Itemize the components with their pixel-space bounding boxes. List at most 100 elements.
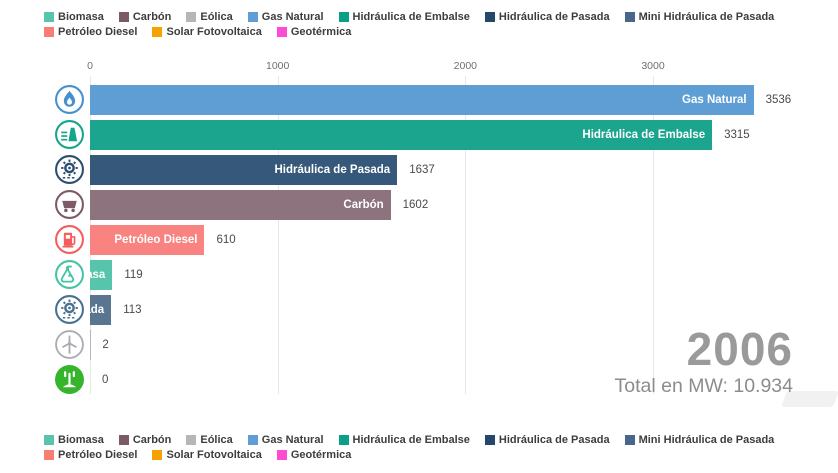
x-axis-tick: 2000 bbox=[453, 60, 478, 72]
legend-item-geot-rmica[interactable]: Geotérmica bbox=[276, 26, 352, 38]
legend-swatch-icon bbox=[152, 450, 163, 460]
legend-item-carb-n[interactable]: Carbón bbox=[118, 11, 172, 23]
legend-swatch-icon bbox=[247, 435, 258, 445]
legend-label: Gas Natural bbox=[261, 11, 324, 23]
bar-row-biomasa: Biomasa 119 bbox=[54, 259, 838, 290]
bar-value: 610 bbox=[216, 233, 236, 246]
year-label: 2006 bbox=[686, 323, 793, 376]
legend-item-petr-leo-diesel[interactable]: Petróleo Diesel bbox=[44, 449, 137, 461]
legend-swatch-icon bbox=[118, 435, 129, 445]
mini-turbine-icon bbox=[54, 294, 85, 325]
gridline bbox=[653, 76, 654, 394]
legend-swatch-icon bbox=[44, 27, 54, 37]
x-axis-tick: 3000 bbox=[641, 60, 665, 72]
legend-swatch-icon bbox=[276, 450, 287, 460]
legend-swatch-icon bbox=[484, 12, 495, 22]
legend-item-petr-leo-diesel[interactable]: Petróleo Diesel bbox=[44, 26, 137, 38]
legend-item-e-lica[interactable]: Eólica bbox=[186, 11, 233, 23]
legend-label: Biomasa bbox=[58, 11, 104, 23]
bar-label: Mini Hidráulica de Pasada bbox=[90, 303, 105, 316]
legend-swatch-icon bbox=[152, 27, 163, 37]
legend-label: Hidráulica de Embalse bbox=[352, 11, 470, 23]
bar-value: 3315 bbox=[724, 128, 750, 141]
year-overlay: 2006 Total en MW: 10.934 bbox=[614, 323, 794, 398]
biomass-flask-icon bbox=[54, 259, 85, 290]
bar-label: Carbón bbox=[343, 198, 384, 211]
legend-label: Geotérmica bbox=[290, 26, 352, 38]
legend-label: Solar Fotovoltaica bbox=[166, 26, 262, 38]
legend-label: Gas Natural bbox=[261, 434, 324, 446]
legend-label: Carbón bbox=[132, 11, 172, 23]
legend-swatch-icon bbox=[247, 12, 258, 22]
legend-swatch-icon bbox=[624, 435, 635, 445]
legend-top: Biomasa Carbón Eólica Gas Natural Hidráulica… bbox=[44, 11, 814, 38]
legend-item-hidr-ulica-de-pasada[interactable]: Hidráulica de Pasada bbox=[484, 434, 610, 446]
legend-label: Biomasa bbox=[58, 434, 104, 446]
legend-swatch-icon bbox=[186, 435, 197, 445]
bar-row-carb-n: Carbón 1602 bbox=[54, 189, 838, 220]
bar-value: 1602 bbox=[402, 198, 429, 211]
bar-row-hidr-ulica-de-pasada: Hidráulica de Pasada 1637 bbox=[54, 154, 838, 185]
gridline bbox=[465, 76, 467, 394]
legend-item-hidr-ulica-de-embalse[interactable]: Hidráulica de Embalse bbox=[338, 11, 470, 23]
bar-label: Biomasa bbox=[90, 268, 106, 281]
legend-swatch-icon bbox=[624, 12, 635, 22]
legend-label: Geotérmica bbox=[290, 449, 352, 461]
legend-item-mini-hidr-ulica-de-pasada[interactable]: Mini Hidráulica de Pasada bbox=[624, 11, 775, 23]
legend-item-gas-natural[interactable]: Gas Natural bbox=[247, 11, 324, 23]
legend-swatch-icon bbox=[118, 12, 129, 22]
wind-turbine-icon bbox=[54, 329, 85, 360]
legend-item-biomasa[interactable]: Biomasa bbox=[44, 11, 104, 23]
bar-segment: Hidráulica de Pasada bbox=[90, 154, 398, 185]
bar-segment: Biomasa bbox=[90, 259, 113, 290]
legend-label: Mini Hidráulica de Pasada bbox=[638, 434, 775, 446]
legend-item-biomasa[interactable]: Biomasa bbox=[44, 434, 104, 446]
bar-row-e-lica: Eólica2 bbox=[54, 329, 838, 360]
legend-item-solar-fotovoltaica[interactable]: Solar Fotovoltaica bbox=[152, 26, 262, 38]
bar-value: 1637 bbox=[409, 163, 435, 176]
bar-value: 3536 bbox=[765, 93, 792, 106]
bar-row-mini-hidr-ulica-de-pasada: Mini Hidráulica de Pasada 113 bbox=[54, 294, 838, 325]
legend-item-hidr-ulica-de-embalse[interactable]: Hidráulica de Embalse bbox=[338, 434, 470, 446]
bar-chart: 0 1000 2000 3000 Gas Natural 3536 Hidráulica … bbox=[0, 56, 838, 400]
legend-item-solar-fotovoltaica[interactable]: Solar Fotovoltaica bbox=[152, 449, 262, 461]
mine-cart-icon bbox=[54, 189, 85, 220]
legend-swatch-icon bbox=[484, 435, 495, 445]
legend-label: Mini Hidráulica de Pasada bbox=[638, 11, 775, 23]
legend-label: Petróleo Diesel bbox=[58, 449, 138, 461]
legend-item-mini-hidr-ulica-de-pasada[interactable]: Mini Hidráulica de Pasada bbox=[624, 434, 775, 446]
legend-label: Hidráulica de Embalse bbox=[352, 434, 470, 446]
geyser-icon bbox=[54, 364, 85, 395]
bar-segment: Carbón bbox=[90, 189, 391, 220]
x-axis-tick: 0 bbox=[87, 60, 93, 72]
legend-swatch-icon bbox=[338, 435, 349, 445]
legend-label: Eólica bbox=[200, 434, 233, 446]
bar-label: Hidráulica de Pasada bbox=[274, 163, 391, 176]
legend-label: Hidráulica de Pasada bbox=[498, 11, 610, 23]
bar-segment: Petróleo Diesel bbox=[90, 224, 205, 255]
legend-swatch-icon bbox=[186, 12, 197, 22]
legend-item-geot-rmica[interactable]: Geotérmica bbox=[276, 449, 352, 461]
bar-segment: Gas Natural bbox=[90, 84, 754, 115]
bar-value: 0 bbox=[102, 373, 109, 386]
bar-value: 119 bbox=[124, 268, 143, 281]
x-axis-tick: 1000 bbox=[265, 60, 290, 72]
legend-label: Solar Fotovoltaica bbox=[166, 449, 262, 461]
legend-swatch-icon bbox=[44, 450, 54, 460]
legend-label: Hidráulica de Pasada bbox=[498, 434, 610, 446]
legend-item-carb-n[interactable]: Carbón bbox=[118, 434, 172, 446]
legend-label: Carbón bbox=[132, 434, 172, 446]
legend-item-gas-natural[interactable]: Gas Natural bbox=[247, 434, 324, 446]
bar-label: Hidráulica de Embalse bbox=[582, 128, 706, 141]
bar-label: Petróleo Diesel bbox=[114, 233, 198, 246]
legend-item-hidr-ulica-de-pasada[interactable]: Hidráulica de Pasada bbox=[484, 11, 610, 23]
legend-swatch-icon bbox=[44, 435, 54, 445]
bar-row-petr-leo-diesel: Petróleo Diesel 610 bbox=[54, 224, 838, 255]
total-label: Total en MW: 10.934 bbox=[614, 375, 794, 397]
dam-icon bbox=[54, 119, 85, 150]
legend-swatch-icon bbox=[44, 12, 54, 22]
bar-value: 113 bbox=[123, 303, 142, 316]
legend-item-e-lica[interactable]: Eólica bbox=[186, 434, 233, 446]
